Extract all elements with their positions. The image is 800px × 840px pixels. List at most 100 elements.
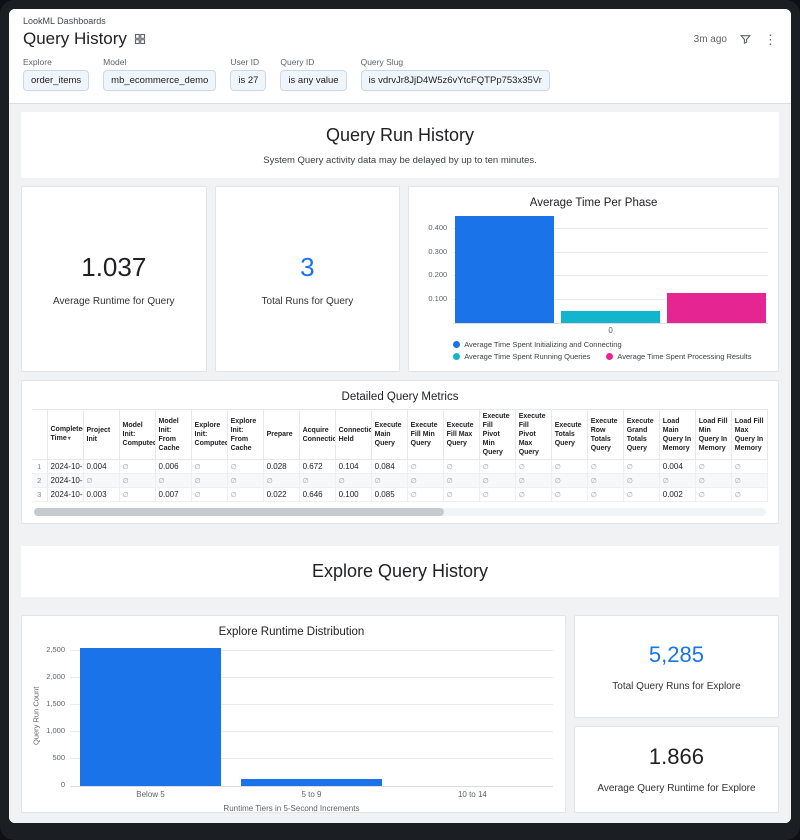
table-cell[interactable]: 0.100 [335,487,372,503]
table-cell[interactable]: ∅ [695,473,732,489]
table-cell[interactable]: ∅ [623,459,660,475]
table-cell[interactable]: ∅ [407,473,444,489]
filter-chip-query-slug[interactable]: is vdrvJr8JjD4W5z6vYtcFQTPp753x35Vr [360,70,550,91]
column-header-11[interactable]: Execute Fill Max Query [442,409,480,461]
table-cell[interactable]: ∅ [155,473,192,489]
column-header-15[interactable]: Execute Row Totals Query [586,409,624,461]
table-cell[interactable]: ∅ [731,459,768,475]
table-cell[interactable]: 2024-10-… [47,459,84,475]
column-header-3[interactable]: Model Init: From Cache [154,409,192,461]
table-cell[interactable]: ∅ [587,459,624,475]
horizontal-scrollbar-thumb[interactable] [34,508,444,517]
table-cell[interactable]: ∅ [515,487,552,503]
column-header-9[interactable]: Execute Main Query [370,409,408,461]
table-cell[interactable]: ∅ [119,473,156,489]
table-cell[interactable]: ∅ [623,487,660,503]
table-cell[interactable]: 0.646 [299,487,336,503]
column-header-6[interactable]: Prepare [262,409,300,461]
table-cell[interactable]: 2024-10-… [47,473,84,489]
table-cell[interactable]: 0.002 [659,487,696,503]
table-cell[interactable]: ∅ [731,487,768,503]
table-cell[interactable]: ∅ [443,459,480,475]
table-cell[interactable]: 0.672 [299,459,336,475]
legend-item-1[interactable]: Average Time Spent Running Queries [453,352,590,361]
column-header-8[interactable]: Connection Held [334,409,372,461]
table-cell[interactable]: ∅ [299,473,336,489]
column-header-0[interactable]: Completed Time▾ [46,409,84,461]
table-cell[interactable]: ∅ [263,473,300,489]
table-cell[interactable]: ∅ [587,487,624,503]
column-header-13[interactable]: Execute Fill Pivot Max Query [514,409,552,461]
table-cell[interactable]: ∅ [443,473,480,489]
filter-chip-explore[interactable]: order_items [23,70,90,91]
table-cell[interactable]: 2024-10-… [47,487,84,503]
table-cell[interactable]: 0.004 [659,459,696,475]
column-header-1[interactable]: Project Init [82,409,120,461]
table-cell[interactable]: 0.004 [83,459,120,475]
legend-item-2[interactable]: Average Time Spent Processing Results [606,352,751,361]
table-cell[interactable]: ∅ [551,473,588,489]
table-cell[interactable]: ∅ [515,459,552,475]
column-header-16[interactable]: Execute Grand Totals Query [622,409,660,461]
table-cell[interactable]: ∅ [407,487,444,503]
breadcrumb[interactable]: LookML Dashboards [23,16,106,26]
column-header-17[interactable]: Load Main Query In Memory [658,409,696,461]
column-header-5[interactable]: Explore Init: From Cache [226,409,264,461]
column-header-7[interactable]: Acquire Connection [298,409,336,461]
table-cell[interactable]: ∅ [479,487,516,503]
table-cell[interactable]: ∅ [551,459,588,475]
table-cell[interactable]: ∅ [659,473,696,489]
table-cell[interactable]: ∅ [515,473,552,489]
table-cell[interactable]: ∅ [191,459,228,475]
bar-series-0[interactable] [455,216,555,323]
table-cell[interactable]: ∅ [191,473,228,489]
column-header-18[interactable]: Load Fill Min Query In Memory [694,409,732,461]
table-cell[interactable]: ∅ [623,473,660,489]
more-options-icon[interactable]: ⋮ [764,31,777,47]
table-cell[interactable]: ∅ [695,487,732,503]
table-cell[interactable]: ∅ [479,473,516,489]
column-header-14[interactable]: Execute Totals Query [550,409,588,461]
table-cell[interactable]: ∅ [227,459,264,475]
bar-0[interactable] [79,648,222,787]
filter-icon[interactable] [739,33,752,46]
table-cell[interactable]: ∅ [119,487,156,503]
column-header-19[interactable]: Load Fill Max Query In Memory [730,409,768,461]
table-cell[interactable]: 0.085 [371,487,408,503]
table-cell[interactable]: 0.003 [83,487,120,503]
table-cell[interactable]: ∅ [551,487,588,503]
kpi-value[interactable]: 1.866 [648,744,704,770]
column-header-12[interactable]: Execute Fill Pivot Min Query [478,409,516,461]
kpi-value[interactable]: 3 [300,251,315,282]
kpi-value[interactable]: 1.037 [81,251,147,282]
table-cell[interactable]: ∅ [119,459,156,475]
filter-chip-user-id[interactable]: is 27 [230,70,267,91]
table-cell[interactable]: ∅ [587,473,624,489]
table-cell[interactable]: ∅ [731,473,768,489]
bar-series-1[interactable] [561,311,661,323]
table-cell[interactable]: 0.028 [263,459,300,475]
filter-chip-model[interactable]: mb_ecommerce_demo [103,70,217,91]
table-cell[interactable]: ∅ [371,473,408,489]
column-header-2[interactable]: Model Init: Computed [118,409,156,461]
table-cell[interactable]: ∅ [227,473,264,489]
table-cell[interactable]: ∅ [191,487,228,503]
table-cell[interactable]: ∅ [227,487,264,503]
table-cell[interactable]: ∅ [443,487,480,503]
table-cell[interactable]: 0.022 [263,487,300,503]
table-cell[interactable]: 0.007 [155,487,192,503]
table-cell[interactable]: ∅ [407,459,444,475]
table-cell[interactable]: 0.084 [371,459,408,475]
bar-series-2[interactable] [667,293,766,323]
column-header-4[interactable]: Explore Init: Computed [190,409,228,461]
kpi-value[interactable]: 5,285 [648,641,704,667]
table-cell[interactable]: ∅ [83,473,120,489]
filter-chip-query-id[interactable]: is any value [280,70,347,91]
table-cell[interactable]: 0.104 [335,459,372,475]
legend-item-0[interactable]: Average Time Spent Initializing and Conn… [453,340,622,349]
column-header-10[interactable]: Execute Fill Min Query [406,409,444,461]
table-cell[interactable]: ∅ [695,459,732,475]
bar-1[interactable] [240,779,383,787]
table-cell[interactable]: ∅ [335,473,372,489]
table-cell[interactable]: ∅ [479,459,516,475]
